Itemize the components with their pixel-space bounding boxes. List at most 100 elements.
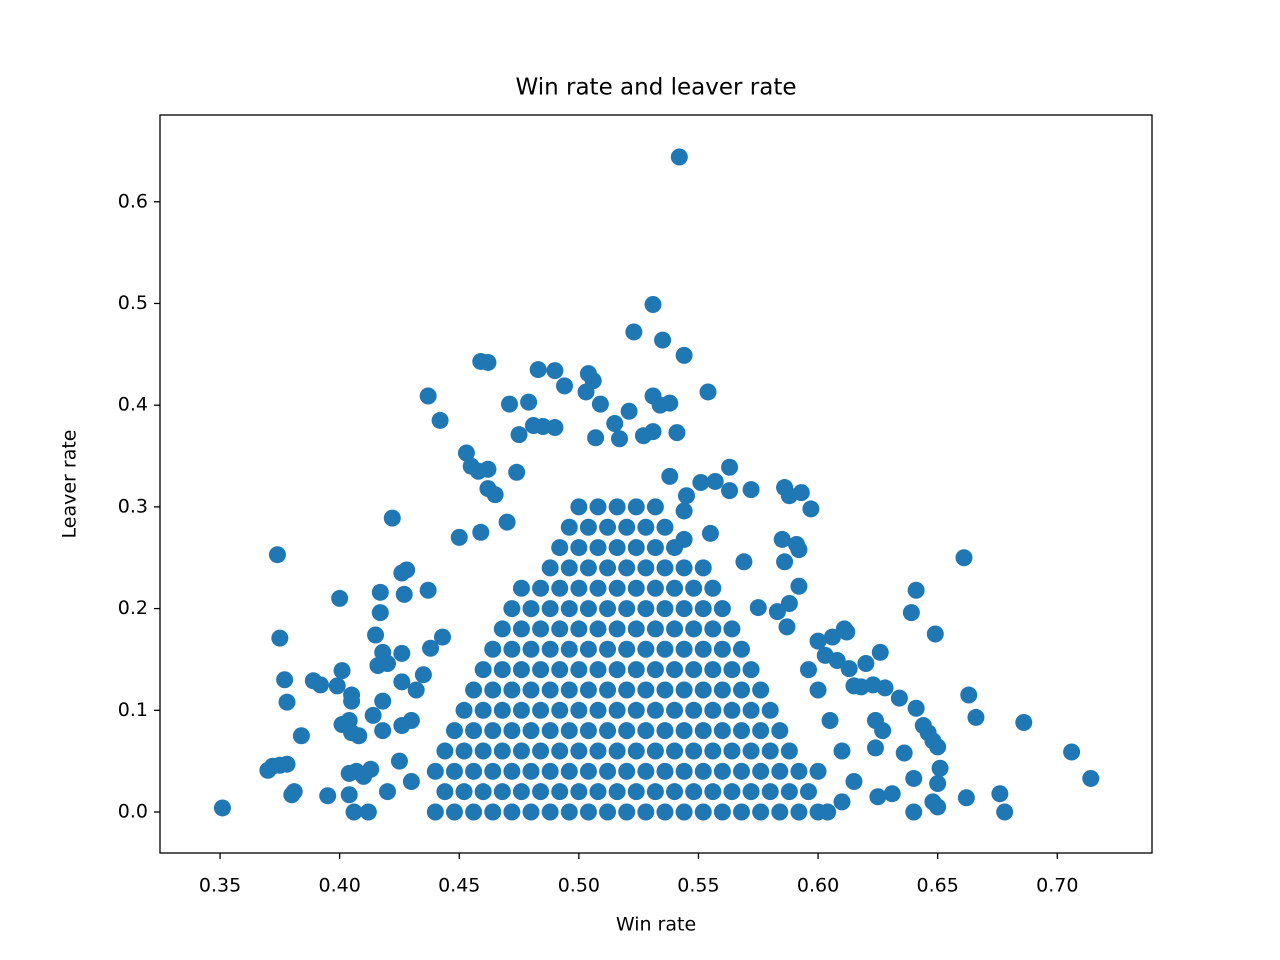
x-axis-label: Win rate xyxy=(616,914,696,936)
point xyxy=(599,640,617,658)
point xyxy=(694,722,712,740)
point xyxy=(608,539,626,557)
point xyxy=(570,539,588,557)
point xyxy=(883,785,901,803)
point xyxy=(520,393,538,411)
point xyxy=(560,559,578,577)
point xyxy=(532,661,550,679)
y-tick-label: 0.2 xyxy=(118,597,148,619)
point xyxy=(551,579,569,597)
point xyxy=(685,701,703,719)
point xyxy=(694,600,712,618)
point xyxy=(276,671,294,689)
point xyxy=(704,742,722,760)
point xyxy=(840,660,858,678)
point xyxy=(675,803,693,821)
point xyxy=(752,722,770,740)
point xyxy=(484,681,502,699)
point xyxy=(742,661,760,679)
point xyxy=(799,783,817,801)
point xyxy=(419,387,437,405)
point xyxy=(907,699,925,717)
point xyxy=(773,530,791,548)
point xyxy=(512,701,530,719)
point xyxy=(790,577,808,595)
point xyxy=(627,783,645,801)
point xyxy=(780,783,798,801)
point xyxy=(541,762,559,780)
point xyxy=(374,692,392,710)
point xyxy=(627,620,645,638)
point xyxy=(723,742,741,760)
point xyxy=(627,701,645,719)
point xyxy=(484,722,502,740)
point xyxy=(570,498,588,516)
point xyxy=(422,639,440,657)
point xyxy=(486,486,504,504)
plot-frame xyxy=(159,114,1153,854)
point xyxy=(654,331,672,349)
point xyxy=(637,600,655,618)
x-tick-label: 0.55 xyxy=(677,875,719,897)
point xyxy=(752,803,770,821)
point xyxy=(340,786,358,804)
point xyxy=(371,583,389,601)
x-tick-label: 0.70 xyxy=(1036,875,1078,897)
point xyxy=(866,739,884,757)
point xyxy=(661,467,679,485)
point xyxy=(560,518,578,536)
point xyxy=(637,518,655,536)
point xyxy=(560,803,578,821)
point xyxy=(465,762,483,780)
point xyxy=(723,661,741,679)
point xyxy=(618,803,636,821)
point xyxy=(618,518,636,536)
point xyxy=(541,640,559,658)
point xyxy=(828,651,846,669)
point xyxy=(522,722,540,740)
point xyxy=(599,762,617,780)
point xyxy=(666,539,684,557)
point xyxy=(778,618,796,636)
point xyxy=(577,383,595,401)
point xyxy=(445,762,463,780)
point xyxy=(445,722,463,740)
point xyxy=(541,803,559,821)
point xyxy=(395,585,413,603)
point xyxy=(465,681,483,699)
point xyxy=(522,640,540,658)
point xyxy=(692,473,710,491)
point xyxy=(589,539,607,557)
point xyxy=(579,722,597,740)
point xyxy=(541,681,559,699)
point xyxy=(761,742,779,760)
point xyxy=(627,539,645,557)
point xyxy=(402,772,420,790)
point xyxy=(845,772,863,790)
point xyxy=(749,599,767,617)
point xyxy=(799,661,817,679)
point xyxy=(436,742,454,760)
point xyxy=(570,661,588,679)
point xyxy=(694,762,712,780)
y-tick-label: 0.5 xyxy=(118,292,148,314)
point xyxy=(780,595,798,613)
point xyxy=(522,803,540,821)
point xyxy=(532,742,550,760)
point xyxy=(694,681,712,699)
point xyxy=(929,798,947,816)
point xyxy=(606,414,624,432)
point xyxy=(704,783,722,801)
point xyxy=(556,377,574,395)
point xyxy=(503,803,521,821)
point xyxy=(479,353,497,371)
point xyxy=(706,472,724,490)
point xyxy=(742,481,760,499)
point xyxy=(431,411,449,429)
point xyxy=(414,666,432,684)
point xyxy=(503,640,521,658)
point xyxy=(618,640,636,658)
point xyxy=(733,762,751,780)
point xyxy=(768,603,786,621)
